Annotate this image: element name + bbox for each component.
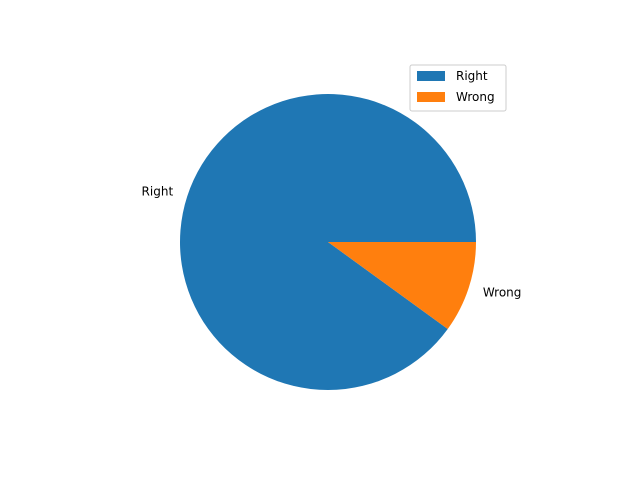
pie-slices	[180, 93, 476, 390]
pie-slice-right	[180, 93, 476, 390]
slice-label-right: Right	[142, 185, 174, 199]
legend-swatch-wrong	[417, 92, 445, 102]
pie-slice-wrong	[328, 242, 476, 329]
pie-slice-labels: Right Wrong	[142, 185, 522, 300]
slice-label-wrong: Wrong	[483, 285, 522, 299]
legend: Right Wrong	[409, 64, 507, 112]
legend-label-right: Right	[456, 69, 488, 83]
legend-label-wrong: Wrong	[456, 90, 495, 104]
legend-swatch-right	[417, 71, 445, 81]
